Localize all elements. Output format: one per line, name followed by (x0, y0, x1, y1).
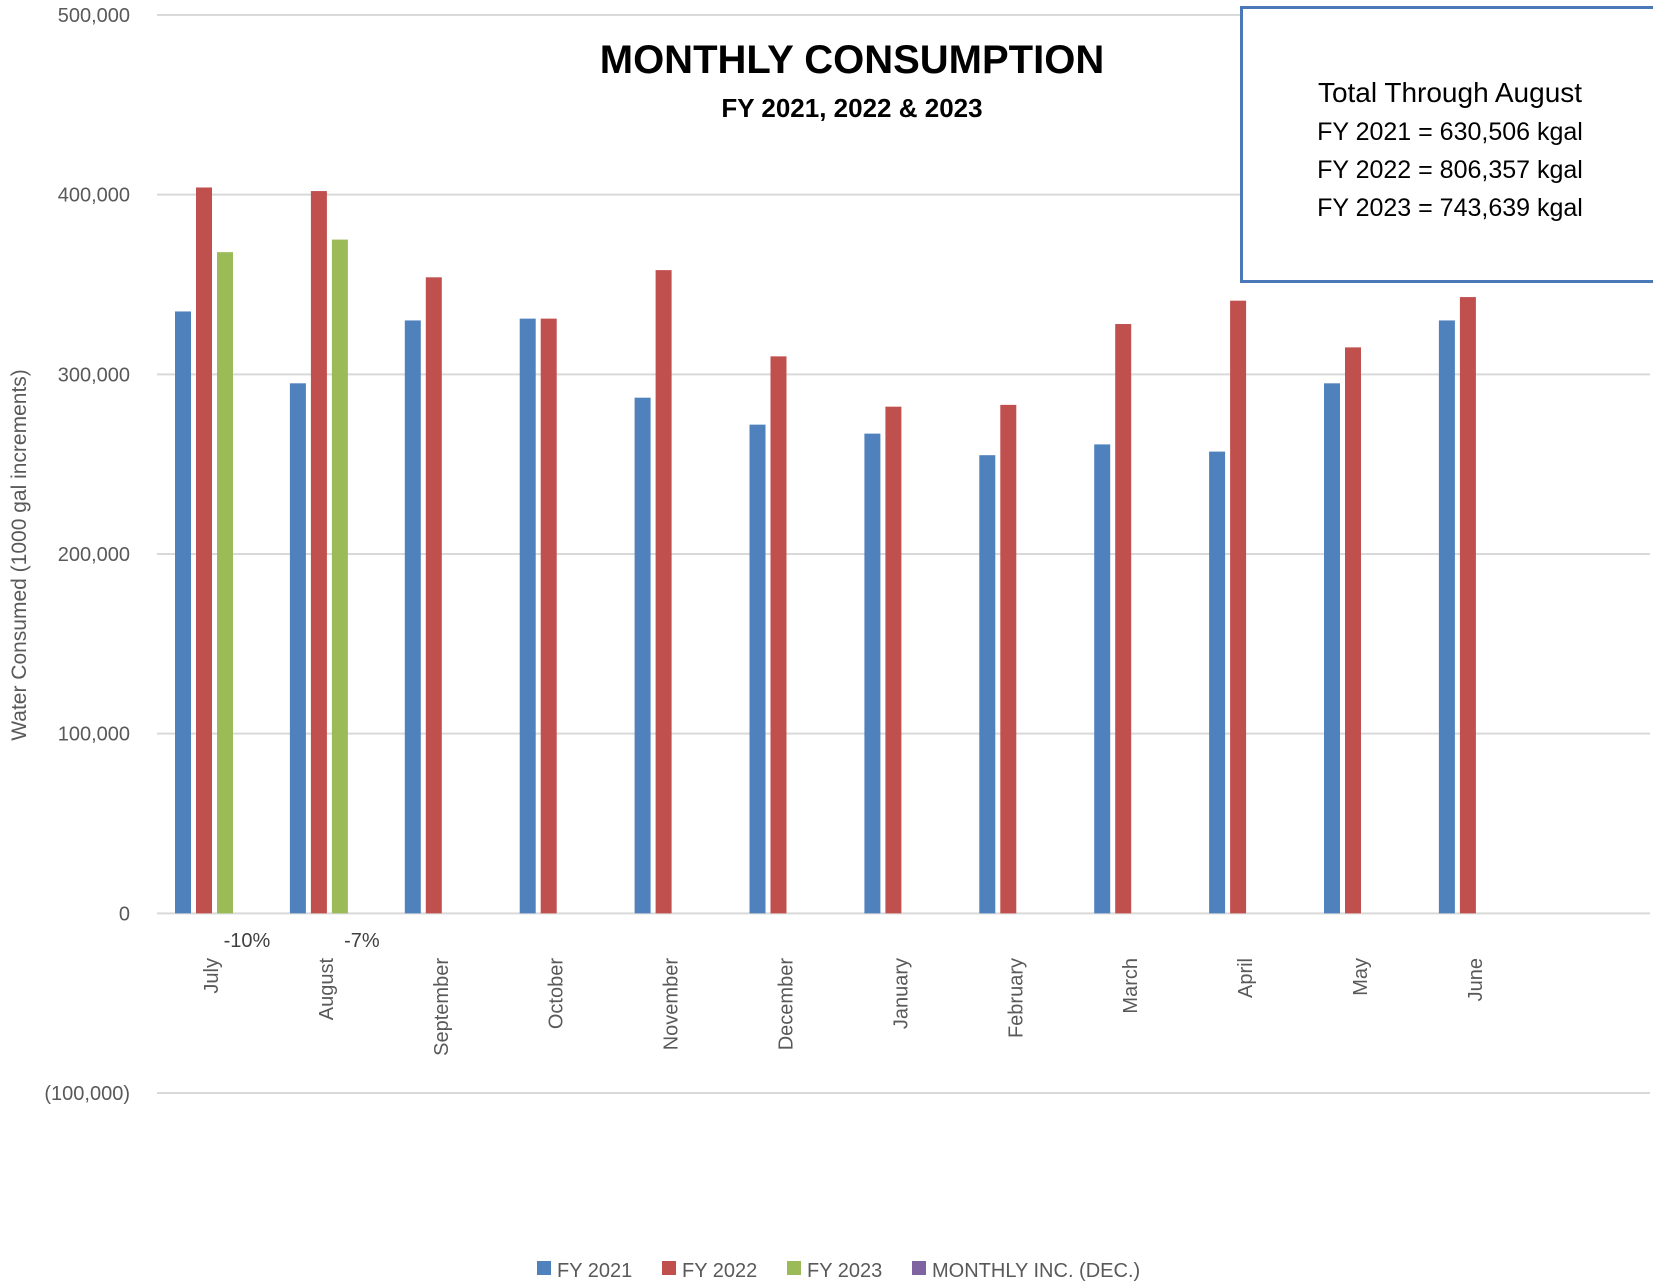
bar-fy-2022-may (1345, 347, 1361, 914)
bar-fy-2023-july (217, 252, 233, 914)
y-tick-label: 300,000 (58, 364, 130, 386)
bar-fy-2022-august (310, 191, 327, 914)
bar-fy-2022-march (1115, 324, 1132, 914)
legend-swatch (912, 1261, 926, 1275)
y-tick-label: 200,000 (58, 544, 130, 566)
bar-fy-2022-november (655, 270, 672, 914)
x-tick-label: July (201, 958, 223, 994)
legend-label: FY 2023 (807, 1260, 882, 1282)
chart-title: MONTHLY CONSUMPTION (600, 38, 1104, 82)
x-tick-label: February (1005, 958, 1027, 1038)
x-tick-label: March (1120, 958, 1142, 1014)
legend: FY 2021 FY 2022 FY 2023 MONTHLY INC. (DEC.) (537, 1260, 1140, 1282)
bar-fy-2022-july (196, 187, 212, 914)
x-tick-label: November (661, 958, 683, 1051)
bar-fy-2021-february (979, 455, 996, 914)
bar-fy-2022-december (770, 356, 787, 914)
bar-fy-2021-march (1094, 444, 1111, 914)
chart-subtitle: FY 2021, 2022 & 2023 (721, 93, 982, 123)
bar-fy-2022-january (885, 406, 902, 914)
totals-title: Total Through August (1317, 77, 1583, 108)
x-tick-label: December (776, 958, 798, 1051)
bar-fy-2021-august (289, 383, 306, 914)
bars (175, 187, 1476, 914)
bar-fy-2021-july (175, 311, 191, 914)
bar-fy-2021-december (749, 424, 766, 914)
legend-label: FY 2022 (682, 1260, 757, 1282)
x-tick-label: October (546, 958, 568, 1029)
bar-fy-2021-september (404, 320, 421, 914)
y-tick-label: 100,000 (58, 724, 130, 746)
x-tick-label: April (1235, 958, 1257, 998)
bar-fy-2022-april (1230, 300, 1247, 914)
annotations: -10% -7% (224, 930, 380, 952)
y-tick-label: 400,000 (58, 185, 130, 207)
y-tick-label: 500,000 (58, 5, 130, 27)
bar-fy-2021-january (864, 433, 881, 914)
legend-swatch (537, 1261, 551, 1275)
bar-fy-2022-june (1459, 297, 1476, 914)
bar-fy-2021-november (634, 397, 651, 914)
y-tick-label: 0 (119, 903, 130, 925)
y-tick-label: (100,000) (44, 1083, 130, 1105)
bar-fy-2022-february (1000, 404, 1017, 914)
annotation-label: -7% (344, 930, 380, 952)
x-tick-label: August (316, 958, 338, 1021)
x-tick-label: June (1465, 958, 1487, 1001)
legend-label: FY 2021 (557, 1260, 632, 1282)
x-tick-label: January (890, 958, 912, 1029)
x-axis-ticks: July August September October November Decemb… (201, 958, 1487, 1056)
annotation-label: -10% (224, 930, 271, 952)
x-tick-label: September (431, 958, 453, 1056)
bar-fy-2021-june (1438, 320, 1455, 914)
totals-box: Total Through August FY 2021 = 630,506 k… (1240, 6, 1653, 283)
totals-line-fy2022: FY 2022 = 806,357 kgal (1317, 156, 1583, 184)
bar-fy-2021-october (519, 318, 536, 914)
y-axis-label: Water Consumed (1000 gal increments) (8, 369, 31, 741)
bar-fy-2021-may (1324, 383, 1340, 914)
y-axis-ticks: 500,000 400,000 300,000 200,000 100,000 0 (100… (44, 5, 130, 1105)
totals-line-fy2023: FY 2023 = 743,639 kgal (1317, 194, 1583, 222)
legend-swatch (662, 1261, 676, 1275)
bar-fy-2021-april (1209, 451, 1226, 914)
x-tick-label: May (1350, 958, 1372, 996)
totals-line-fy2021: FY 2021 = 630,506 kgal (1317, 118, 1583, 146)
legend-swatch (787, 1261, 801, 1275)
bar-fy-2023-august (331, 239, 348, 914)
bar-fy-2022-september (425, 277, 442, 914)
legend-label: MONTHLY INC. (DEC.) (932, 1260, 1140, 1282)
bar-fy-2022-october (540, 318, 557, 914)
